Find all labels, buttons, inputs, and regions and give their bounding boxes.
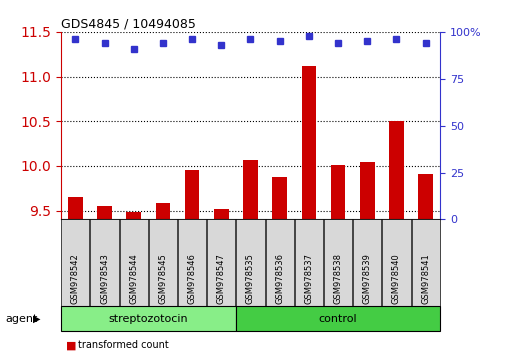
Text: GSM978545: GSM978545 [158,254,167,304]
Text: GSM978538: GSM978538 [333,253,342,304]
Text: GDS4845 / 10494085: GDS4845 / 10494085 [61,18,195,31]
Bar [359,162,374,219]
Text: ▶: ▶ [33,314,40,324]
Bar [388,121,403,219]
Bar [184,170,199,219]
Text: agent: agent [5,314,37,324]
Text: GSM978535: GSM978535 [245,253,255,304]
Text: streptozotocin: streptozotocin [108,314,188,324]
Bar [330,165,345,219]
Text: GSM978541: GSM978541 [420,254,429,304]
Bar [301,66,316,219]
Text: GSM978543: GSM978543 [100,253,109,304]
Text: GSM978537: GSM978537 [304,253,313,304]
Text: ■: ■ [66,340,76,350]
Bar [156,204,170,219]
Bar [272,177,286,219]
Bar [418,174,432,219]
Text: GSM978542: GSM978542 [71,254,80,304]
Text: GSM978540: GSM978540 [391,254,400,304]
Text: GSM978547: GSM978547 [216,253,225,304]
Text: GSM978536: GSM978536 [275,253,284,304]
Bar [126,212,141,219]
Bar [243,160,257,219]
Bar [214,209,228,219]
Text: transformed count: transformed count [78,340,169,350]
Text: control: control [318,314,357,324]
Text: GSM978546: GSM978546 [187,253,196,304]
Bar [68,197,82,219]
Bar [97,206,112,219]
Text: GSM978544: GSM978544 [129,254,138,304]
Text: GSM978539: GSM978539 [362,253,371,304]
